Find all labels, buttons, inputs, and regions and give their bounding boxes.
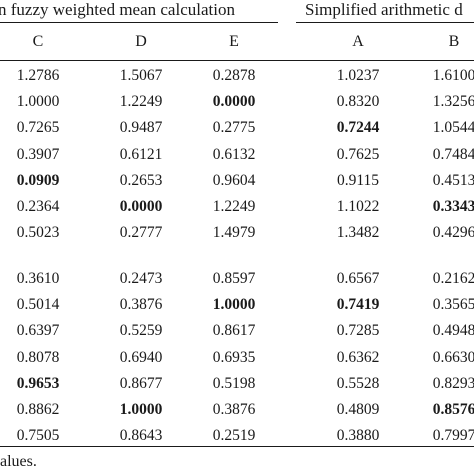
table-cell: 0.8617 xyxy=(212,322,256,340)
table-cell: 0.6630 xyxy=(432,348,474,366)
table-cell: 0.0909 xyxy=(16,171,60,189)
table-cell: 0.5014 xyxy=(16,296,60,314)
table-cell: 1.0000 xyxy=(212,296,256,314)
column-header-c: C xyxy=(32,33,44,50)
table-cell: 1.0544 xyxy=(432,119,474,137)
table-cell: 0.2653 xyxy=(119,171,163,189)
table-cell: 1.0000 xyxy=(119,401,163,418)
table-cell: 0.8293 xyxy=(432,374,474,392)
table-cell: 0.4809 xyxy=(336,401,380,418)
table-cell: 1.0000 xyxy=(16,93,60,111)
table-cell: 0.3343 xyxy=(432,198,474,215)
table-cell: 0.7997 xyxy=(432,427,474,445)
table-cell: 0.2878 xyxy=(212,67,256,84)
table-cell: 0.2519 xyxy=(212,427,256,445)
table-cell: 0.4513 xyxy=(432,171,474,189)
table-bottom-rule xyxy=(0,446,474,447)
table-cell: 0.0000 xyxy=(119,198,163,215)
table-cell: 0.7419 xyxy=(336,296,380,314)
table-cell: 1.4979 xyxy=(212,224,256,242)
table-cell: 1.2786 xyxy=(16,67,60,84)
table-cell: 0.7484 xyxy=(432,145,474,163)
table-cell: 1.0237 xyxy=(336,67,380,84)
table-cell: 1.6100 xyxy=(432,67,474,84)
footnote: alues. xyxy=(0,453,37,470)
table-cell: 0.3876 xyxy=(119,296,163,314)
table-cell: 0.6362 xyxy=(336,348,380,366)
table-cell: 0.7244 xyxy=(336,119,380,137)
table-cell: 0.7625 xyxy=(336,145,380,163)
table-cell: 0.8677 xyxy=(119,374,163,392)
table-cell: 0.5259 xyxy=(119,322,163,340)
table-header-group-left: n fuzzy weighted mean calculation xyxy=(0,0,235,19)
table-cell: 0.4296 xyxy=(432,224,474,242)
table-cell: 0.2364 xyxy=(16,198,60,215)
column-header-a: A xyxy=(352,33,364,50)
table-cell: 1.3256 xyxy=(432,93,474,111)
table-cell: 0.6940 xyxy=(119,348,163,366)
table-cell: 0.6397 xyxy=(16,322,60,340)
table-cell: 0.6567 xyxy=(336,270,380,287)
table-cell: 0.7265 xyxy=(16,119,60,137)
table-cell: 1.1022 xyxy=(336,198,380,215)
table-cell: 0.9487 xyxy=(119,119,163,137)
table-cell: 0.9115 xyxy=(336,171,380,189)
column-header-e: E xyxy=(229,33,239,50)
table-cell: 0.2775 xyxy=(212,119,256,137)
table-header-group-right: Simplified arithmetic d xyxy=(305,0,463,19)
table-cell: 0.3907 xyxy=(16,145,60,163)
table-cell: 0.3876 xyxy=(212,401,256,418)
group-right-underline xyxy=(296,22,474,23)
table-cell: 0.8862 xyxy=(16,401,60,418)
table-cell: 0.5198 xyxy=(212,374,256,392)
column-header-d: D xyxy=(135,33,147,50)
table-cell: 0.3565 xyxy=(432,296,474,314)
table-cell: 0.9653 xyxy=(16,374,60,392)
table-cell: 1.2249 xyxy=(119,93,163,111)
group-left-underline xyxy=(0,22,278,23)
table-cell: 0.7505 xyxy=(16,427,60,445)
table-cell: 0.8643 xyxy=(119,427,163,445)
table-cell: 0.6121 xyxy=(119,145,163,163)
table-cell: 0.9604 xyxy=(212,171,256,189)
table-cell: 0.3880 xyxy=(336,427,380,445)
table-cell: 0.6132 xyxy=(212,145,256,163)
table-cell: 0.8078 xyxy=(16,348,60,366)
table-cell: 0.2162 xyxy=(432,270,474,287)
table-cell: 0.8576 xyxy=(432,401,474,418)
table-cell: 0.8597 xyxy=(212,270,256,287)
table-cell: 0.0000 xyxy=(212,93,256,111)
table-cell: 0.3610 xyxy=(16,270,60,287)
table-cell: 0.2473 xyxy=(119,270,163,287)
header-bottom-rule xyxy=(0,60,474,61)
table-cell: 0.4948 xyxy=(432,322,474,340)
table-cell: 0.2777 xyxy=(119,224,163,242)
table-cell: 0.5023 xyxy=(16,224,60,242)
table-cell: 0.7285 xyxy=(336,322,380,340)
table-cell: 0.6935 xyxy=(212,348,256,366)
table-cell: 0.8320 xyxy=(336,93,380,111)
column-header-b: B xyxy=(448,33,460,50)
table-cell: 1.3482 xyxy=(336,224,380,242)
table-cell: 1.2249 xyxy=(212,198,256,215)
table-cell: 0.5528 xyxy=(336,374,380,392)
table-cell: 1.5067 xyxy=(119,67,163,84)
